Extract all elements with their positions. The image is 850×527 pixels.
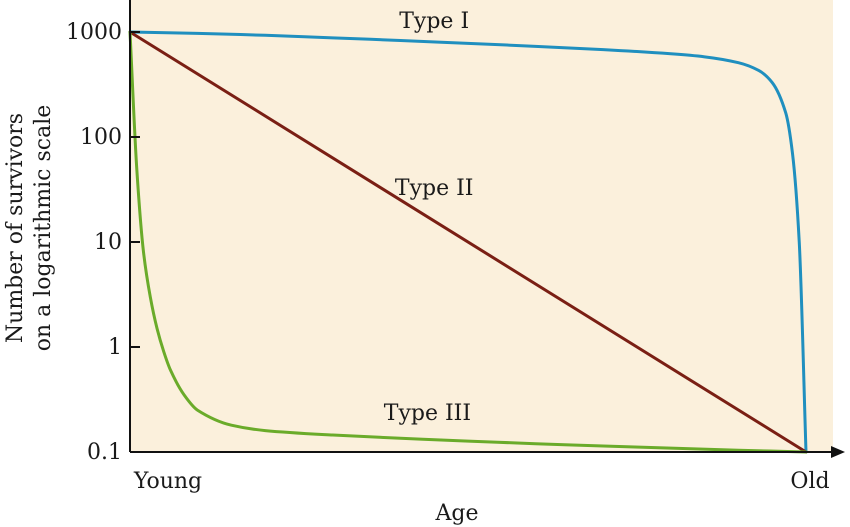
y-tick-label: 10 xyxy=(94,230,122,255)
series-layer xyxy=(128,30,808,454)
y-tick-label: 1 xyxy=(108,335,122,360)
series-line-type-ii xyxy=(128,30,808,454)
y-axis-title-line: Number of survivors xyxy=(3,113,28,343)
y-tick-label: 100 xyxy=(80,125,122,150)
axes xyxy=(129,0,845,458)
y-axis-title-line: on a logarithmic scale xyxy=(31,105,56,352)
series-label-type-iii: Type III xyxy=(384,401,471,426)
x-axis-title: Age xyxy=(435,501,479,526)
y-tick-label: 0.1 xyxy=(87,440,122,465)
y-axis-title: Number of survivors on a logarithmic scal… xyxy=(3,105,56,352)
plot-area xyxy=(130,0,833,452)
series-line-type-iii xyxy=(128,30,808,454)
plot-background xyxy=(130,0,833,452)
series-label-type-i: Type I xyxy=(399,9,469,34)
x-tick-label: Young xyxy=(133,469,202,494)
x-tick-label: Old xyxy=(790,469,829,494)
series-line-type-i xyxy=(128,30,808,454)
labels: Type I Type II Type III 1000 100 10 1 0.1 Young O… xyxy=(3,9,830,526)
series-label-type-ii: Type II xyxy=(395,176,474,201)
y-tick-label: 1000 xyxy=(66,20,122,45)
x-axis-arrowhead xyxy=(831,446,845,458)
